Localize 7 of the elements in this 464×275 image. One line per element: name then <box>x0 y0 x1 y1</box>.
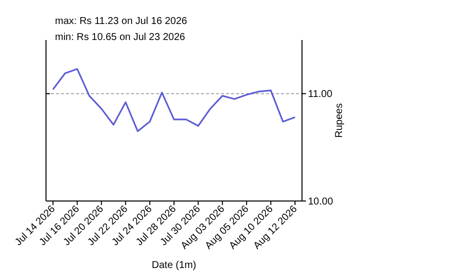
line-series <box>52 68 296 132</box>
x-axis-title: Date (1m) <box>152 260 196 271</box>
y-tick-label: 11.00 <box>308 89 333 100</box>
chart-subtitle: min: Rs 10.65 on Jul 23 2026 <box>55 32 186 43</box>
chart-title: max: Rs 11.23 on Jul 16 2026 <box>55 16 188 27</box>
y-tick-label: 10.00 <box>308 196 334 208</box>
y-axis-title: Rupees <box>334 103 345 138</box>
